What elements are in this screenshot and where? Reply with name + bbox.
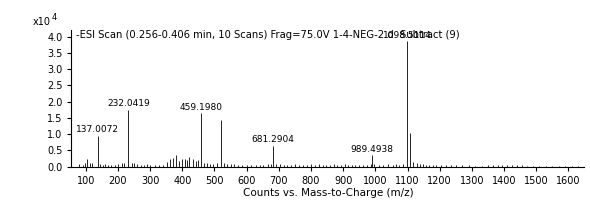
Text: 1098.5114: 1098.5114	[382, 31, 431, 40]
Text: x10: x10	[33, 17, 51, 27]
Text: 232.0419: 232.0419	[107, 99, 150, 109]
Text: 989.4938: 989.4938	[350, 145, 394, 154]
Text: 681.2904: 681.2904	[251, 135, 294, 144]
Text: 137.0072: 137.0072	[76, 125, 119, 134]
Text: 459.1980: 459.1980	[180, 103, 223, 112]
Text: 4: 4	[51, 13, 57, 22]
X-axis label: Counts vs. Mass-to-Charge (m/z): Counts vs. Mass-to-Charge (m/z)	[242, 188, 413, 198]
Text: -ESI Scan (0.256-0.406 min, 10 Scans) Frag=75.0V 1-4-NEG-2.d  Subtract (9): -ESI Scan (0.256-0.406 min, 10 Scans) Fr…	[77, 30, 460, 40]
